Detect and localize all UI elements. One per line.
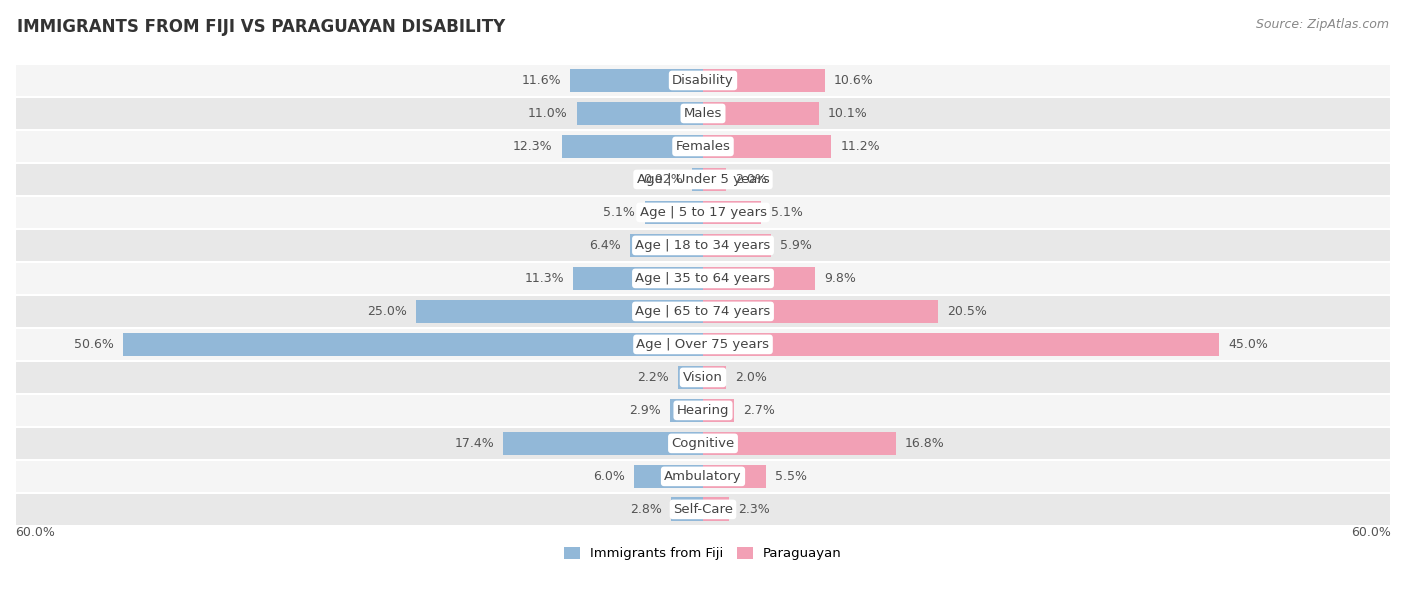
Text: 6.0%: 6.0% bbox=[593, 470, 626, 483]
Text: Age | Over 75 years: Age | Over 75 years bbox=[637, 338, 769, 351]
Bar bbox=[576, 102, 703, 125]
Text: 0.92%: 0.92% bbox=[644, 173, 683, 186]
Text: 60.0%: 60.0% bbox=[15, 526, 55, 539]
Text: Self-Care: Self-Care bbox=[673, 503, 733, 516]
Text: Ambulatory: Ambulatory bbox=[664, 470, 742, 483]
Text: 10.1%: 10.1% bbox=[828, 107, 868, 120]
Bar bbox=[669, 398, 703, 422]
Text: 11.3%: 11.3% bbox=[524, 272, 564, 285]
Text: 2.0%: 2.0% bbox=[735, 371, 768, 384]
Text: 17.4%: 17.4% bbox=[454, 437, 495, 450]
Bar bbox=[703, 69, 824, 92]
Text: Age | 5 to 17 years: Age | 5 to 17 years bbox=[640, 206, 766, 219]
Text: 2.8%: 2.8% bbox=[630, 503, 662, 516]
Text: Vision: Vision bbox=[683, 371, 723, 384]
Text: Age | 65 to 74 years: Age | 65 to 74 years bbox=[636, 305, 770, 318]
Text: Source: ZipAtlas.com: Source: ZipAtlas.com bbox=[1256, 18, 1389, 31]
Bar bbox=[703, 398, 734, 422]
Text: 2.9%: 2.9% bbox=[628, 404, 661, 417]
Text: 5.1%: 5.1% bbox=[770, 206, 803, 219]
Bar bbox=[416, 299, 703, 323]
Text: 5.1%: 5.1% bbox=[603, 206, 636, 219]
Bar bbox=[703, 498, 730, 521]
Text: 2.3%: 2.3% bbox=[738, 503, 770, 516]
Bar bbox=[703, 431, 896, 455]
Text: 25.0%: 25.0% bbox=[367, 305, 408, 318]
Text: 16.8%: 16.8% bbox=[905, 437, 945, 450]
Text: Hearing: Hearing bbox=[676, 404, 730, 417]
Bar bbox=[15, 394, 1391, 427]
Bar bbox=[703, 168, 725, 192]
Text: 11.2%: 11.2% bbox=[841, 140, 880, 153]
Text: Disability: Disability bbox=[672, 74, 734, 87]
Bar bbox=[703, 234, 770, 257]
Text: Age | 35 to 64 years: Age | 35 to 64 years bbox=[636, 272, 770, 285]
Text: 11.0%: 11.0% bbox=[527, 107, 568, 120]
Bar bbox=[671, 498, 703, 521]
Bar bbox=[15, 295, 1391, 328]
Bar bbox=[15, 361, 1391, 394]
Bar bbox=[678, 365, 703, 389]
Text: Females: Females bbox=[675, 140, 731, 153]
Text: IMMIGRANTS FROM FIJI VS PARAGUAYAN DISABILITY: IMMIGRANTS FROM FIJI VS PARAGUAYAN DISAB… bbox=[17, 18, 505, 36]
Bar bbox=[574, 267, 703, 290]
Bar bbox=[703, 102, 818, 125]
Text: 9.8%: 9.8% bbox=[824, 272, 856, 285]
Bar bbox=[630, 234, 703, 257]
Text: 11.6%: 11.6% bbox=[522, 74, 561, 87]
Bar bbox=[15, 460, 1391, 493]
Text: 10.6%: 10.6% bbox=[834, 74, 873, 87]
Text: 50.6%: 50.6% bbox=[73, 338, 114, 351]
Text: Age | 18 to 34 years: Age | 18 to 34 years bbox=[636, 239, 770, 252]
Text: 2.0%: 2.0% bbox=[735, 173, 768, 186]
Bar bbox=[703, 332, 1219, 356]
Text: 5.5%: 5.5% bbox=[775, 470, 807, 483]
Text: Males: Males bbox=[683, 107, 723, 120]
Text: Cognitive: Cognitive bbox=[672, 437, 734, 450]
Bar bbox=[15, 328, 1391, 361]
Legend: Immigrants from Fiji, Paraguayan: Immigrants from Fiji, Paraguayan bbox=[558, 542, 848, 565]
Text: 6.4%: 6.4% bbox=[589, 239, 620, 252]
Text: 2.2%: 2.2% bbox=[637, 371, 669, 384]
Bar bbox=[703, 365, 725, 389]
Bar bbox=[703, 201, 762, 225]
Text: 60.0%: 60.0% bbox=[1351, 526, 1391, 539]
Bar bbox=[703, 135, 831, 159]
Bar bbox=[15, 64, 1391, 97]
Bar bbox=[703, 465, 766, 488]
Bar bbox=[634, 465, 703, 488]
Bar bbox=[122, 332, 703, 356]
Bar bbox=[644, 201, 703, 225]
Bar bbox=[562, 135, 703, 159]
Bar bbox=[503, 431, 703, 455]
Text: 5.9%: 5.9% bbox=[780, 239, 811, 252]
Bar bbox=[703, 267, 815, 290]
Bar bbox=[703, 299, 938, 323]
Bar bbox=[569, 69, 703, 92]
Text: 12.3%: 12.3% bbox=[513, 140, 553, 153]
Bar bbox=[15, 97, 1391, 130]
Bar bbox=[692, 168, 703, 192]
Bar bbox=[15, 196, 1391, 229]
Text: Age | Under 5 years: Age | Under 5 years bbox=[637, 173, 769, 186]
Bar bbox=[15, 262, 1391, 295]
Bar bbox=[15, 163, 1391, 196]
Bar bbox=[15, 493, 1391, 526]
Text: 2.7%: 2.7% bbox=[744, 404, 775, 417]
Bar bbox=[15, 229, 1391, 262]
Bar bbox=[15, 130, 1391, 163]
Text: 45.0%: 45.0% bbox=[1229, 338, 1268, 351]
Bar bbox=[15, 427, 1391, 460]
Text: 20.5%: 20.5% bbox=[948, 305, 987, 318]
